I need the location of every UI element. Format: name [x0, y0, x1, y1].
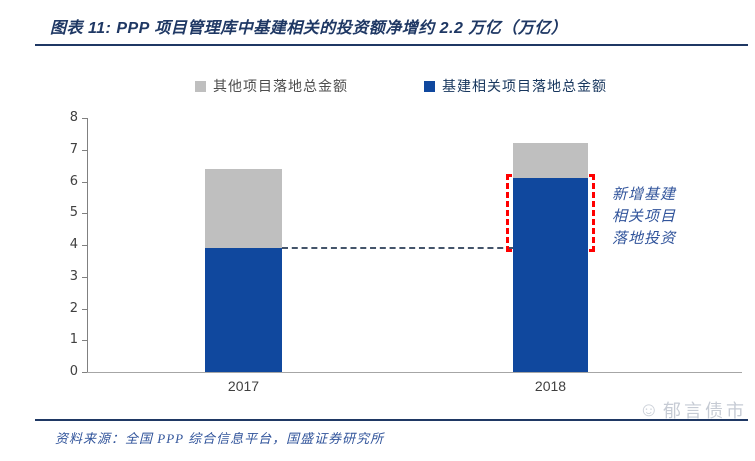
title-divider	[35, 44, 748, 46]
y-axis-tick	[82, 118, 87, 119]
watermark-text: 郁言债市	[663, 401, 747, 421]
legend-item-infra: 基建相关项目落地总金额	[424, 76, 607, 96]
x-axis-line	[87, 372, 742, 373]
y-tick-label: 8	[69, 110, 78, 125]
y-axis-tick	[82, 308, 87, 310]
watermark: ☺ 郁言债市	[639, 397, 747, 423]
source-note: 资料来源：全国 PPP 综合信息平台，国盛证券研究所	[55, 431, 385, 446]
yuyan-logo-icon: ☺	[638, 398, 659, 421]
legend-swatch-blue	[424, 80, 435, 92]
y-tick-label: 6	[69, 173, 78, 189]
y-axis-tick	[82, 340, 87, 342]
y-axis-tick	[82, 181, 87, 183]
bar-segment-infra-2018	[513, 178, 588, 372]
bar-segment-other-2017	[205, 168, 282, 249]
annotation-line-3: 落地投资	[612, 231, 677, 247]
x-category-label: 2017	[227, 378, 260, 394]
y-tick-label: 0	[69, 364, 78, 379]
annotation-line-1: 新增基建	[612, 187, 677, 203]
y-axis-tick	[82, 213, 87, 215]
legend-label-infra: 基建相关项目落地总金额	[442, 80, 607, 95]
y-axis-line	[87, 118, 88, 372]
legend-swatch-gray	[195, 80, 206, 92]
y-tick-label: 2	[69, 300, 78, 316]
y-axis-tick	[82, 149, 87, 151]
y-axis-tick	[82, 372, 87, 373]
y-tick-label: 5	[69, 205, 78, 221]
annotation-line-2: 相关项目	[612, 209, 677, 225]
y-axis-tick	[82, 245, 87, 246]
y-tick-label: 1	[69, 332, 78, 348]
highlight-annotation: 新增基建 相关项目 落地投资	[612, 184, 676, 250]
footer-divider	[35, 419, 748, 421]
y-tick-label: 3	[69, 268, 78, 284]
figure-title: 图表 11: PPP 项目管理库中基建相关的投资额净增约 2.2 万亿（万亿）	[50, 20, 568, 37]
x-category-label: 2018	[534, 378, 567, 394]
reference-dashed-line	[282, 247, 513, 250]
legend-item-other: 其他项目落地总金额	[195, 76, 348, 96]
y-axis-tick	[82, 276, 87, 278]
y-tick-label: 7	[69, 141, 78, 157]
bar-segment-infra-2017	[205, 248, 282, 372]
bar-segment-other-2018	[513, 143, 588, 179]
legend-label-other: 其他项目落地总金额	[213, 80, 348, 95]
y-tick-label: 4	[69, 237, 78, 252]
